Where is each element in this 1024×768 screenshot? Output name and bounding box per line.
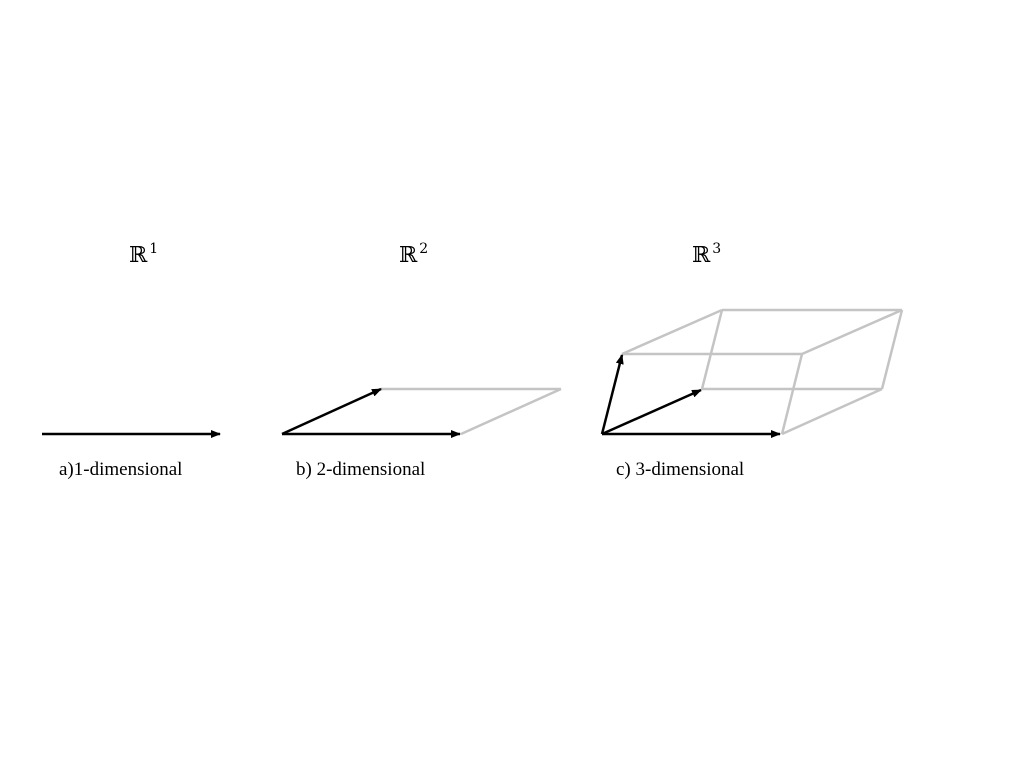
span-edge-right (460, 387, 562, 436)
basis-vector-y (281, 387, 382, 436)
basis-vector-y (601, 388, 702, 436)
box-edge (621, 308, 723, 356)
box-edge (801, 308, 903, 356)
box-edge (781, 387, 883, 436)
caption-3d: c) 3-dimensional (616, 459, 744, 480)
box-edge (700, 309, 724, 390)
box-edge (780, 353, 804, 435)
caption-1d: a)1-dimensional (59, 459, 182, 480)
caption-2d: b) 2-dimensional (296, 459, 425, 480)
basis-vector-z (600, 354, 624, 435)
box-edge (880, 309, 904, 390)
